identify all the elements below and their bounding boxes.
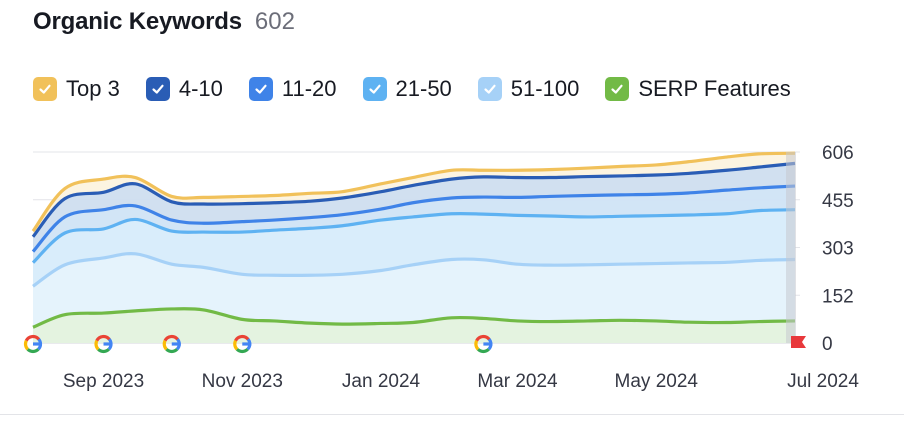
y-tick-label: 455 xyxy=(822,191,854,212)
google-update-icon xyxy=(233,334,252,354)
x-tick-label: Sep 2023 xyxy=(63,371,144,392)
x-tick-label: Mar 2024 xyxy=(477,371,558,392)
y-tick-label: 0 xyxy=(822,334,833,355)
keyword-count: 602 xyxy=(254,8,295,35)
google-update-icon xyxy=(94,334,113,354)
y-tick-label: 303 xyxy=(822,239,854,260)
legend-label-top-3: Top 3 xyxy=(66,76,120,101)
series-area-serp-features xyxy=(33,308,795,343)
flag-icon xyxy=(791,336,806,348)
x-tick-label: May 2024 xyxy=(615,371,699,392)
x-tick-label: Jan 2024 xyxy=(342,371,421,392)
series-line-serp-features xyxy=(32,307,796,329)
y-tick-label: 152 xyxy=(822,286,854,307)
x-tick-label: Jul 2024 xyxy=(787,371,859,392)
google-update-icon xyxy=(474,334,493,354)
check-icon[interactable] xyxy=(33,77,57,101)
series-line-51-100 xyxy=(32,252,796,288)
check-icon[interactable] xyxy=(477,77,502,101)
y-tick-label: 606 xyxy=(822,143,854,164)
legend-item-top-3[interactable]: Top 3 xyxy=(33,76,120,102)
legend-item-serp-features[interactable]: SERP Features xyxy=(605,76,791,102)
divider xyxy=(0,414,904,415)
legend-item-21-50[interactable]: 21-50 xyxy=(362,76,452,102)
series-line-top-3 xyxy=(31,151,796,233)
chart-legend: Top 3 4-10 11-20 21-50 51-100 SERP Featu… xyxy=(33,76,817,102)
hover-band xyxy=(786,152,796,343)
x-tick-label: Nov 2023 xyxy=(202,371,283,392)
legend-item-4-10[interactable]: 4-10 xyxy=(145,76,223,102)
check-icon[interactable] xyxy=(362,77,387,101)
legend-item-51-100[interactable]: 51-100 xyxy=(477,76,580,102)
legend-label-21-50: 21-50 xyxy=(395,76,452,101)
series-line-11-20 xyxy=(31,184,796,253)
keywords-chart[interactable]: 606 455 303 152 0 Sep 2023 Nov 2023 Jan 2024 Mar… xyxy=(0,130,904,400)
widget-header: Organic Keywords 602 xyxy=(33,8,295,36)
google-update-icon xyxy=(162,334,181,354)
legend-label-4-10: 4-10 xyxy=(178,76,223,101)
widget-title: Organic Keywords xyxy=(33,8,242,35)
legend-item-11-20[interactable]: 11-20 xyxy=(248,76,337,102)
series-line-21-50 xyxy=(31,208,796,264)
keywords-chart-svg: 606 455 303 152 0 Sep 2023 Nov 2023 Jan 2024 Mar… xyxy=(23,143,859,392)
check-icon[interactable] xyxy=(145,77,170,101)
legend-label-serp-features: SERP Features xyxy=(638,76,791,101)
check-icon[interactable] xyxy=(605,77,630,101)
google-update-icon xyxy=(23,334,43,354)
check-icon[interactable] xyxy=(248,77,273,101)
series-line-4-10 xyxy=(31,161,796,238)
legend-label-11-20: 11-20 xyxy=(281,76,337,101)
legend-label-51-100: 51-100 xyxy=(510,76,580,101)
